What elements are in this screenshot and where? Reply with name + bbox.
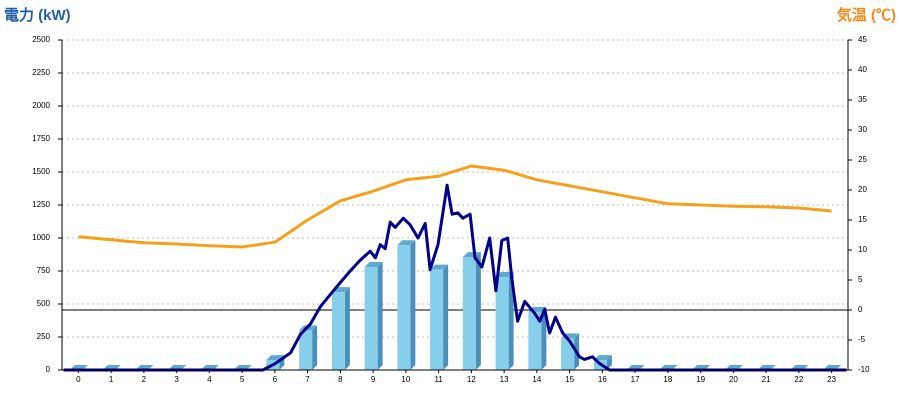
x-tick-label: 6 <box>273 375 278 384</box>
bar-side <box>475 252 481 370</box>
y2-tick-label: 25 <box>858 155 867 164</box>
y-tick-label: 250 <box>37 332 51 341</box>
x-tick-label: 1 <box>109 375 114 384</box>
bar <box>397 245 411 370</box>
bar <box>528 311 542 370</box>
x-tick-label: 11 <box>434 375 443 384</box>
x-tick-label: 14 <box>532 375 541 384</box>
bar-top <box>462 252 481 258</box>
bar-top <box>364 262 383 268</box>
y-tick-label: 1750 <box>32 134 50 143</box>
y-tick-label: 1500 <box>32 167 50 176</box>
x-tick-label: 22 <box>794 375 803 384</box>
y2-tick-label: -10 <box>858 365 870 374</box>
x-tick-label: 17 <box>631 375 640 384</box>
y2-tick-label: 20 <box>858 185 867 194</box>
y2-tick-label: 40 <box>858 65 867 74</box>
y-axis-title: 電力 (kW) <box>4 6 71 24</box>
x-tick-label: 23 <box>827 375 836 384</box>
bar-side <box>410 240 416 370</box>
y-tick-label: 1000 <box>32 233 50 242</box>
y-tick-label: 2250 <box>32 68 50 77</box>
y-tick-label: 0 <box>46 365 51 374</box>
x-tick-label: 8 <box>338 375 343 384</box>
x-tick-label: 4 <box>207 375 212 384</box>
y2-tick-label: 30 <box>858 125 867 134</box>
x-tick-label: 19 <box>696 375 705 384</box>
bar-top <box>397 240 416 246</box>
y-tick-label: 2000 <box>32 101 50 110</box>
bar-side <box>377 262 383 370</box>
bar-top <box>430 264 449 270</box>
bar-side <box>312 325 318 370</box>
x-tick-label: 13 <box>500 375 509 384</box>
line <box>63 183 847 372</box>
x-tick-label: 16 <box>598 375 607 384</box>
bar <box>364 267 378 370</box>
x-tick-label: 2 <box>142 375 147 384</box>
bar-top <box>593 355 612 361</box>
bar-side <box>443 264 449 370</box>
x-tick-label: 18 <box>663 375 672 384</box>
y2-axis-title: 気温 (℃) <box>837 6 896 24</box>
x-tick-label: 0 <box>76 375 81 384</box>
bar <box>331 292 345 370</box>
y2-tick-label: 5 <box>858 275 863 284</box>
x-tick-label: 21 <box>762 375 771 384</box>
line <box>78 164 832 249</box>
bar <box>561 338 575 370</box>
bar-side <box>344 287 350 370</box>
y2-tick-label: 0 <box>858 305 863 314</box>
y-tick-label: 2500 <box>32 35 50 44</box>
x-tick-label: 20 <box>729 375 738 384</box>
y-tick-label: 1250 <box>32 200 50 209</box>
x-tick-label: 5 <box>240 375 245 384</box>
x-tick-label: 15 <box>565 375 574 384</box>
y2-tick-label: 45 <box>858 35 867 44</box>
y2-tick-label: 10 <box>858 245 867 254</box>
x-tick-label: 7 <box>305 375 310 384</box>
x-tick-label: 10 <box>401 375 410 384</box>
x-tick-label: 3 <box>174 375 179 384</box>
bar-side <box>508 271 514 370</box>
x-tick-label: 12 <box>467 375 476 384</box>
bar <box>430 269 444 370</box>
bar-side <box>541 306 547 370</box>
y-tick-label: 500 <box>37 299 51 308</box>
y-tick-label: 750 <box>37 266 51 275</box>
bar <box>462 257 476 370</box>
x-tick-label: 9 <box>371 375 376 384</box>
y2-tick-label: 15 <box>858 215 867 224</box>
bar <box>495 276 509 370</box>
y2-tick-label: -5 <box>858 335 866 344</box>
bar <box>299 330 313 370</box>
y2-tick-label: 35 <box>858 95 867 104</box>
bar-side <box>606 355 612 370</box>
bar-top <box>495 271 514 277</box>
